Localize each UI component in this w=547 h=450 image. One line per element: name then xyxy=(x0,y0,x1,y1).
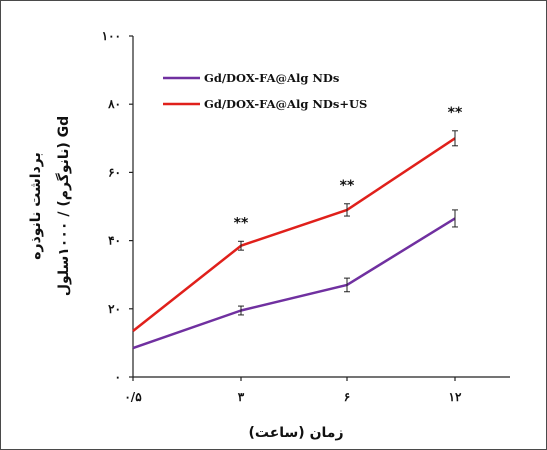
y-tick-label: ۱۰۰ xyxy=(102,29,121,43)
x-tick-label: ۳ xyxy=(238,390,245,404)
x-tick-label: ۰/۵ xyxy=(124,390,142,404)
y-tick-label: ۶۰ xyxy=(108,165,121,179)
series-line-2 xyxy=(132,137,456,332)
x-tick-label: ۶ xyxy=(344,390,350,404)
chart-axes: ۰ ۲۰ ۴۰ ۶۰ ۸۰ ۱۰۰ ۰/۵ ۳ ۶ ۱۲ xyxy=(102,29,510,404)
series-line-1 xyxy=(132,217,456,350)
x-tick-label: ۱۲ xyxy=(449,390,462,404)
series-lines xyxy=(132,130,458,350)
significance-mark: ** xyxy=(448,105,463,121)
y-axis-title-line1: برداشت نانوذره xyxy=(28,152,44,259)
y-tick-label: ۸۰ xyxy=(107,97,121,111)
y-axis-title-line2: Gd (نانوگرم) / ۱۰۰۰سلول xyxy=(55,116,72,296)
chart-legend: Gd/DOX-FA@Alg NDs Gd/DOX-FA@Alg NDs+US xyxy=(163,71,367,111)
significance-annotations: ** ** ** xyxy=(234,105,463,231)
significance-mark: ** xyxy=(234,215,249,231)
legend-label-1: Gd/DOX-FA@Alg NDs xyxy=(204,71,339,85)
legend-label-2: Gd/DOX-FA@Alg NDs+US xyxy=(204,97,367,111)
x-axis-title: زمان (ساعت) xyxy=(248,425,343,441)
significance-mark: ** xyxy=(340,178,355,194)
y-tick-label: ۴۰ xyxy=(108,234,121,248)
y-tick-label: ۰ xyxy=(115,370,121,384)
y-tick-label: ۲۰ xyxy=(108,302,121,316)
